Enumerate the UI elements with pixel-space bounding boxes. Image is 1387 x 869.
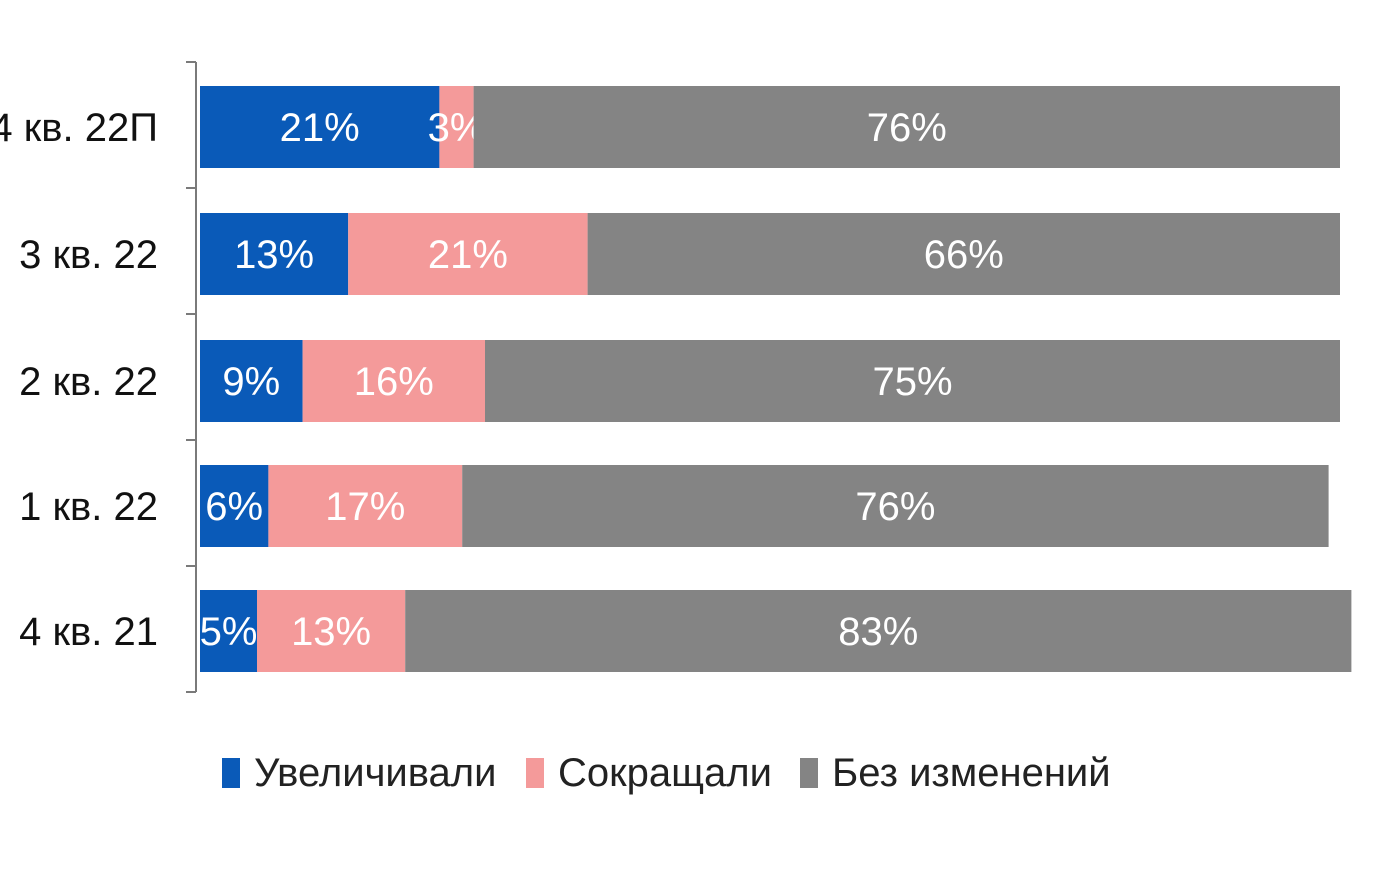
bar-segment bbox=[200, 340, 303, 422]
bars: 21% 3% 76%13% 21% 66%9% 16% 75%6% 17% 76%5% 13% 83… bbox=[200, 86, 1352, 672]
bar-segment bbox=[302, 340, 485, 422]
bar-segment bbox=[439, 86, 474, 168]
data-label: 13% bbox=[234, 233, 314, 277]
bar-segment bbox=[200, 213, 349, 295]
data-label: 21% bbox=[280, 106, 360, 150]
category-label: 1 кв. 22 bbox=[19, 485, 158, 529]
data-label: 17% bbox=[325, 485, 405, 529]
legend: Увеличивали Сокращали Без изменений bbox=[222, 751, 1111, 795]
bar-segment bbox=[485, 340, 1340, 422]
bar-segment bbox=[200, 86, 440, 168]
data-label: 9% bbox=[222, 360, 280, 404]
bar-segment bbox=[200, 465, 269, 547]
legend-swatch bbox=[526, 758, 544, 788]
legend-label: Сокращали bbox=[558, 751, 772, 795]
legend-label: Без изменений bbox=[832, 751, 1111, 795]
data-label: 5% bbox=[200, 610, 258, 654]
bar-segment bbox=[268, 465, 463, 547]
bar-segment bbox=[200, 590, 257, 672]
data-label: 83% bbox=[838, 610, 918, 654]
y-axis bbox=[186, 61, 197, 693]
data-label: 6% bbox=[205, 485, 263, 529]
legend-swatch bbox=[222, 758, 240, 788]
data-label: 76% bbox=[855, 485, 935, 529]
bar-segment bbox=[587, 213, 1340, 295]
category-label: 3 кв. 22 bbox=[19, 233, 158, 277]
data-label: 13% bbox=[291, 610, 371, 654]
category-labels: 4 кв. 22П 3 кв. 22 2 кв. 22 1 кв. 22 4 кв. 2… bbox=[0, 106, 158, 654]
category-label: 4 кв. 21 bbox=[19, 610, 158, 654]
data-label: 76% bbox=[867, 106, 947, 150]
bar-segment bbox=[473, 86, 1341, 168]
data-label: 16% bbox=[354, 360, 434, 404]
legend-label: Увеличивали bbox=[254, 751, 496, 795]
bar-segment bbox=[257, 590, 406, 672]
data-label: 66% bbox=[924, 233, 1004, 277]
bar-segment bbox=[462, 465, 1329, 547]
bar-segment bbox=[348, 213, 588, 295]
legend-swatch bbox=[800, 758, 818, 788]
data-label: 21% bbox=[428, 233, 508, 277]
category-label: 4 кв. 22П bbox=[0, 106, 158, 150]
category-label: 2 кв. 22 bbox=[19, 360, 158, 404]
data-label: 75% bbox=[872, 360, 952, 404]
bar-segment bbox=[405, 590, 1352, 672]
